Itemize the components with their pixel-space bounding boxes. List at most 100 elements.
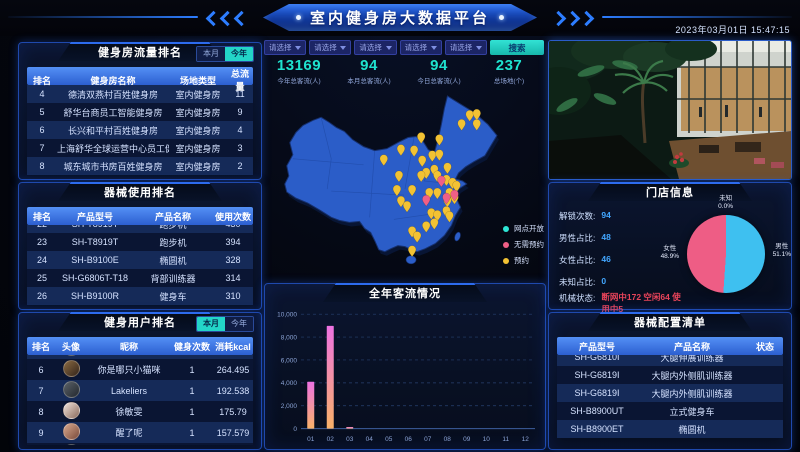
table-cell: SH-G6806T-T18 <box>61 273 129 283</box>
table-cell: 室内健身房 <box>175 107 221 118</box>
table-body: 22SH-T8919T跑步机43023SH-T8919T跑步机39424SH-B… <box>27 225 253 305</box>
table-row: 26 SH-B9100R 健身车 310 <box>27 287 253 305</box>
table-cell: SH-T8919T <box>57 225 133 229</box>
store-video-preview <box>548 40 792 180</box>
table-row: SH-B8900UT 立式健身车 <box>557 402 783 420</box>
bar-month-01 <box>307 381 315 429</box>
map-pin <box>407 245 417 258</box>
field-value: 48 <box>601 232 611 242</box>
table-cell: 徐敏雯 <box>115 407 143 417</box>
chevron-left-icon <box>219 10 236 27</box>
map-pin <box>379 154 388 167</box>
map-pin <box>410 145 419 158</box>
column-header: 总流量 <box>230 69 249 92</box>
table-cell: 椭圆机 <box>159 255 187 266</box>
table-cell: 26 <box>36 291 47 301</box>
select-value: 请选择 <box>404 43 428 52</box>
gender-pie-chart <box>687 215 765 293</box>
filter-select-2[interactable]: 请选择 <box>309 40 352 55</box>
table-cell: SH-B9100R <box>70 291 120 301</box>
x-tick-label: 11 <box>502 436 509 443</box>
filter-bar: 请选择 请选择 请选择 请选择 请选择 搜索 <box>264 40 545 55</box>
table-cell: 舒华台商员工智能健身房 <box>63 107 163 118</box>
stat-block: 94 今日总客流(人) <box>404 57 474 89</box>
chevron-left-icon <box>233 10 250 27</box>
store-field-row: 解锁次数: 94 <box>559 210 679 222</box>
filter-select-3[interactable]: 请选择 <box>354 40 397 55</box>
table-cell: 5 <box>39 107 45 117</box>
stats-row: 13169 今年总客流(人) 94 本月总客流(人) 94 今日总客流(人) 237 总场地(… <box>264 57 544 89</box>
table-cell: 7 <box>38 385 44 396</box>
chevron-left-icon <box>205 10 222 27</box>
map-pin <box>413 231 422 243</box>
table-header-row: 排名 健身房名称 场地类型 总流量 <box>27 67 253 92</box>
table-cell: 6 <box>38 364 44 375</box>
tab-this-month[interactable]: 本月 <box>197 317 225 331</box>
stat-label: 今日总客流(人) <box>417 78 461 85</box>
table-row: 8 城东城市书房百姓健身房 室内健身房 2 <box>27 157 253 175</box>
stat-block: 94 本月总客流(人) <box>334 57 404 89</box>
table-cell: 9 <box>237 107 243 117</box>
y-tick-label: 2,000 <box>281 403 298 410</box>
china-map-container: 网点开放 无需预约 预约 <box>264 88 544 280</box>
legend-label: 预约 <box>514 256 529 265</box>
y-tick-label: 10,000 <box>277 311 297 318</box>
table-cell: 4 <box>39 89 45 99</box>
map-pin <box>392 184 402 197</box>
search-button[interactable]: 搜索 <box>490 40 545 55</box>
tab-this-year[interactable]: 今年 <box>225 47 253 61</box>
table-cell: 175.79 <box>219 406 247 417</box>
table-cell: 1 <box>189 427 195 438</box>
map-pin <box>422 194 431 207</box>
filter-select-4[interactable]: 请选择 <box>399 40 442 55</box>
table-cell: 1 <box>189 406 195 417</box>
taiwan-island <box>454 231 461 242</box>
header-decor-line-left <box>8 16 198 18</box>
table-cell: SH-B8900ET <box>570 424 624 434</box>
filter-select-5[interactable]: 请选择 <box>444 40 488 55</box>
table-cell: 健身车 <box>159 291 187 302</box>
column-header: 排名 <box>31 341 50 352</box>
panel-title: 健身房流量排名 <box>98 46 182 59</box>
x-tick-label: 06 <box>405 436 413 443</box>
filter-select-1[interactable]: 请选择 <box>264 40 307 55</box>
platform-title-banner: 室内健身房大数据平台 <box>263 4 537 31</box>
table-cell: SH-G6810I <box>574 355 620 362</box>
table-cell: 23 <box>36 237 47 247</box>
table-cell: 你是哪只小猫咪 <box>97 365 161 375</box>
map-pin <box>407 184 417 197</box>
table-row: 7 Lakeliers 1 192.538 <box>27 380 253 401</box>
y-tick-label: 8,000 <box>281 334 298 341</box>
x-tick-label: 01 <box>307 436 315 443</box>
table-row: 6 你是哪只小猫咪 1 264.495 <box>27 359 253 380</box>
map-pin <box>445 211 454 223</box>
table-header-row: 排名 产品型号 产品名称 使用次数 <box>27 207 253 225</box>
fitness-users-table: 排名 头像 昵称 健身次数 消耗kcal 6 你是哪只小猫咪 1 264.495 7 Lakelie… <box>27 337 253 445</box>
table-cell: 314 <box>225 273 241 283</box>
column-header: 排名 <box>32 211 51 222</box>
tab-this-year[interactable]: 今年 <box>225 317 253 331</box>
datetime-display: 2023年03月01日 15:47:15 <box>675 25 790 35</box>
chevron-down-icon <box>295 45 302 50</box>
tab-this-month[interactable]: 本月 <box>197 47 225 61</box>
field-label: 女性占比: <box>559 255 596 265</box>
pie-slice-name: 男性 <box>775 243 789 250</box>
map-pin <box>417 170 426 183</box>
period-toggle: 本月 今年 <box>196 46 254 62</box>
x-tick-label: 12 <box>522 436 530 443</box>
avatar <box>62 381 80 398</box>
table-row: SH-G6819I 大腿内外侧肌训练器 <box>557 366 783 384</box>
table-cell: 德清双燕村百姓健身房 <box>67 89 158 100</box>
map-pin <box>442 192 451 205</box>
pie-label-female: 女性 48.9% <box>661 245 679 261</box>
table-row: 6 长兴和平村百姓健身房 室内健身房 4 <box>27 121 253 139</box>
map-pin <box>430 218 439 230</box>
panel-equipment-usage-ranking: 器械使用排名 排名产品型号产品名称使用次数22SH-T8919T跑步机43023… <box>18 182 262 310</box>
column-header: 状态 <box>755 341 774 352</box>
table-cell: 大腿内外侧肌训练器 <box>651 388 733 399</box>
table-cell: 室内健身房 <box>175 143 221 154</box>
table-cell: 1 <box>189 364 195 375</box>
stat-value: 94 <box>360 57 378 74</box>
table-row: 25 SH-G6806T-T18 背部训练器 314 <box>27 269 253 287</box>
map-pin <box>433 187 442 200</box>
